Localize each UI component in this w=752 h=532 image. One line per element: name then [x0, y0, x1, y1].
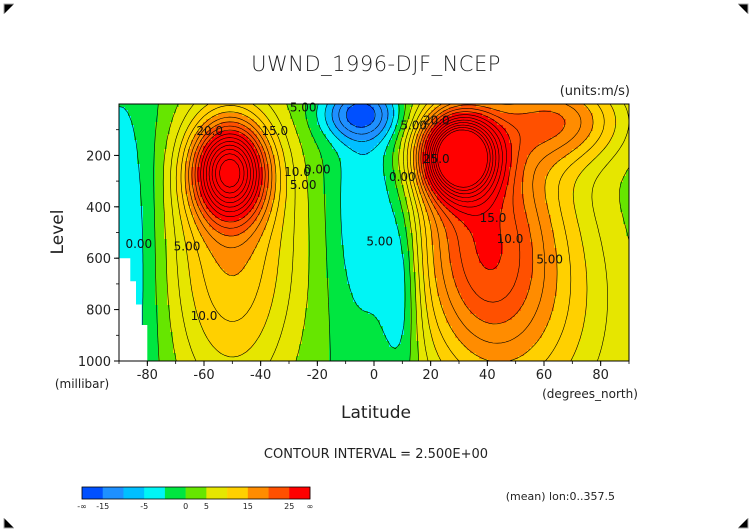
contour-line — [175, 104, 616, 361]
contour-line — [197, 111, 512, 270]
contour-label: 0.00 — [389, 170, 416, 184]
contour-line — [180, 104, 605, 361]
y-axis: 200 400 600 800 1000 — [78, 129, 119, 370]
x-tick-label: 20 — [422, 368, 439, 383]
contour-label: 0.00 — [125, 237, 152, 251]
colorbar-swatch — [206, 487, 228, 499]
contour-label: 5.00 — [290, 101, 317, 115]
x-tick-label: 60 — [536, 368, 553, 383]
contour-label: 5.00 — [400, 119, 427, 133]
field-layer — [119, 104, 629, 361]
corner-marks — [3, 3, 749, 529]
colorbar-swatch — [268, 487, 290, 499]
contour-lines — [119, 104, 629, 361]
contour-label: 15.0 — [261, 124, 288, 138]
contour-label: 10.0 — [497, 232, 524, 246]
x-tick-label: 80 — [592, 368, 609, 383]
colorbar-swatch — [164, 487, 186, 499]
contour-interval-caption: CONTOUR INTERVAL = 2.500E+00 — [264, 447, 488, 462]
plot-area — [119, 104, 629, 361]
y-tick-label: 600 — [86, 252, 111, 267]
colorbar-swatch — [82, 487, 104, 499]
colorbar-swatch — [247, 487, 269, 499]
contour-label: 20.0 — [423, 114, 450, 128]
contour-line — [346, 104, 376, 128]
topography-mask — [119, 258, 148, 361]
contour-label: 10.0 — [284, 165, 311, 179]
x-tick-label: -40 — [250, 368, 271, 383]
footer-mean-lon: (mean) lon:0..357.5 — [506, 490, 615, 503]
contour-label: 10.0 — [191, 309, 218, 323]
y-tick-label: 200 — [86, 149, 111, 164]
contour-line — [211, 124, 494, 199]
contour-line — [338, 104, 383, 135]
contour-line — [200, 114, 507, 217]
colorbar: -∞ -15 -5 0 5 15 25 ∞ — [77, 486, 314, 511]
contour-label: 25.0 — [423, 152, 450, 166]
colorbar-label: ∞ — [307, 502, 314, 511]
colorbar-label: 0 — [183, 502, 188, 511]
contour-line — [191, 104, 566, 325]
contour-line — [219, 129, 488, 188]
x-units-label: (degrees_north) — [542, 387, 638, 401]
colorbar-swatch — [123, 487, 145, 499]
contour-line — [153, 104, 412, 361]
contour-label: 5.00 — [174, 240, 201, 254]
contour-line — [170, 104, 629, 361]
y-tick-label: 800 — [86, 304, 111, 319]
units-label: (units:m/s) — [560, 84, 630, 99]
y-tick-label: 1000 — [78, 355, 111, 370]
contour-label: 5.00 — [290, 178, 317, 192]
x-tick-label: 0 — [370, 368, 378, 383]
contour-line — [331, 104, 389, 142]
contour-label: 20.0 — [196, 124, 223, 138]
contour-line — [194, 108, 521, 303]
x-tick-label: -80 — [137, 368, 158, 383]
contour-label: 5.00 — [366, 234, 393, 248]
y-axis-label: Level — [48, 210, 68, 255]
colorbar-label: -15 — [96, 502, 109, 511]
x-axis-label: Latitude — [341, 403, 411, 423]
colorbar-swatch — [185, 487, 207, 499]
contour-line — [206, 119, 500, 208]
colorbar-swatch — [227, 487, 249, 499]
y-tick-label: 400 — [86, 201, 111, 216]
contour-label: 5.00 — [536, 252, 563, 266]
contour-line — [162, 104, 629, 361]
topography-mask-shape — [119, 258, 148, 361]
contour-line — [324, 104, 394, 155]
colorbar-swatch — [144, 487, 166, 499]
colorbar-swatch — [102, 487, 124, 499]
x-tick-label: -20 — [307, 368, 328, 383]
chart-title: UWND_1996-DJF_NCEP — [251, 52, 501, 76]
colorbar-frame — [81, 486, 311, 500]
colorbar-swatch — [289, 487, 311, 499]
colorbar-label: 5 — [204, 502, 209, 511]
contour-label: 0.00 — [304, 162, 331, 176]
contour-line — [184, 104, 594, 361]
contour-line — [208, 122, 497, 203]
colorbar-label: -∞ — [77, 502, 87, 511]
colorbar-label: 25 — [284, 502, 294, 511]
y-units-label: (millibar) — [55, 377, 109, 391]
colorbar-label: 15 — [243, 502, 253, 511]
x-axis: -80 -60 -40 -20 0 20 40 60 80 — [118, 361, 630, 383]
contour-line — [203, 117, 503, 213]
x-tick-label: -60 — [193, 368, 214, 383]
contour-line — [188, 104, 582, 344]
contour-line — [215, 127, 491, 194]
contour-label: 15.0 — [480, 211, 507, 225]
contour-line — [119, 104, 406, 361]
x-tick-label: 40 — [479, 368, 496, 383]
colorbar-label: -5 — [140, 502, 148, 511]
